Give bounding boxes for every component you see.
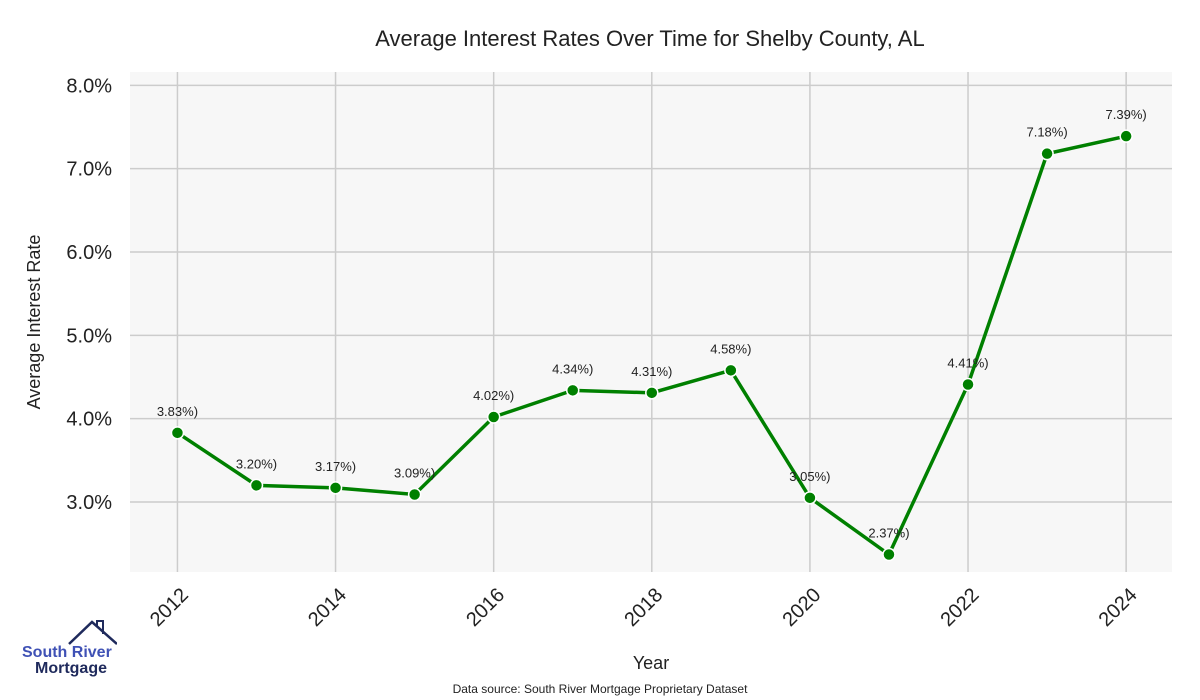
- data-point: [1119, 129, 1133, 143]
- data-label: 3.05%): [789, 469, 830, 484]
- data-point: [882, 547, 896, 562]
- data-point: [486, 410, 501, 424]
- y-tick-label: 7.0%: [66, 159, 112, 181]
- x-tick-label: 2020: [778, 584, 825, 631]
- data-label: 4.02%): [473, 388, 514, 403]
- x-tick-label: 2014: [304, 584, 351, 631]
- x-tick-label: 2024: [1095, 584, 1142, 631]
- data-label: 2.37%): [868, 526, 909, 541]
- data-label: 4.41%): [947, 356, 988, 371]
- x-tick-label: 2018: [620, 584, 667, 631]
- data-label: 7.39%): [1106, 107, 1147, 122]
- data-point: [724, 363, 738, 378]
- y-tick-label: 6.0%: [66, 242, 112, 264]
- data-label: 4.31%): [631, 364, 672, 379]
- data-label: 4.58%): [710, 341, 751, 356]
- x-tick-label: 2016: [462, 584, 509, 631]
- data-point: [170, 426, 185, 440]
- x-tick-label: 2022: [937, 584, 984, 631]
- data-point: [961, 377, 975, 392]
- y-tick-label: 5.0%: [66, 325, 112, 347]
- data-point: [803, 491, 817, 505]
- data-label: 3.09%): [394, 466, 435, 481]
- y-tick-label: 8.0%: [66, 75, 112, 97]
- data-point: [565, 383, 580, 398]
- x-tick-label: 2012: [146, 584, 193, 631]
- logo-line1: South River: [22, 644, 112, 661]
- y-tick-label: 3.0%: [66, 492, 112, 514]
- data-point: [1040, 146, 1054, 161]
- data-point: [249, 478, 264, 493]
- logo-line2: Mortgage: [35, 660, 107, 677]
- x-axis-label: Year: [633, 653, 669, 673]
- data-point: [328, 481, 343, 495]
- data-label: 3.20%): [236, 456, 277, 471]
- data-point: [407, 487, 422, 502]
- data-source: Data source: South River Mortgage Propri…: [452, 682, 748, 696]
- data-point: [645, 386, 659, 400]
- data-label: 3.17%): [315, 459, 356, 474]
- data-label: 4.34%): [552, 361, 593, 376]
- data-label: 7.18%): [1026, 125, 1067, 140]
- data-label: 3.83%): [157, 404, 198, 419]
- plot-area: [130, 72, 1172, 572]
- company-logo: South River Mortgage: [22, 620, 117, 680]
- chart-title: Average Interest Rates Over Time for She…: [375, 26, 925, 51]
- y-axis-label: Average Interest Rate: [24, 235, 44, 410]
- house-icon: [68, 620, 117, 645]
- y-tick-label: 4.0%: [66, 409, 112, 431]
